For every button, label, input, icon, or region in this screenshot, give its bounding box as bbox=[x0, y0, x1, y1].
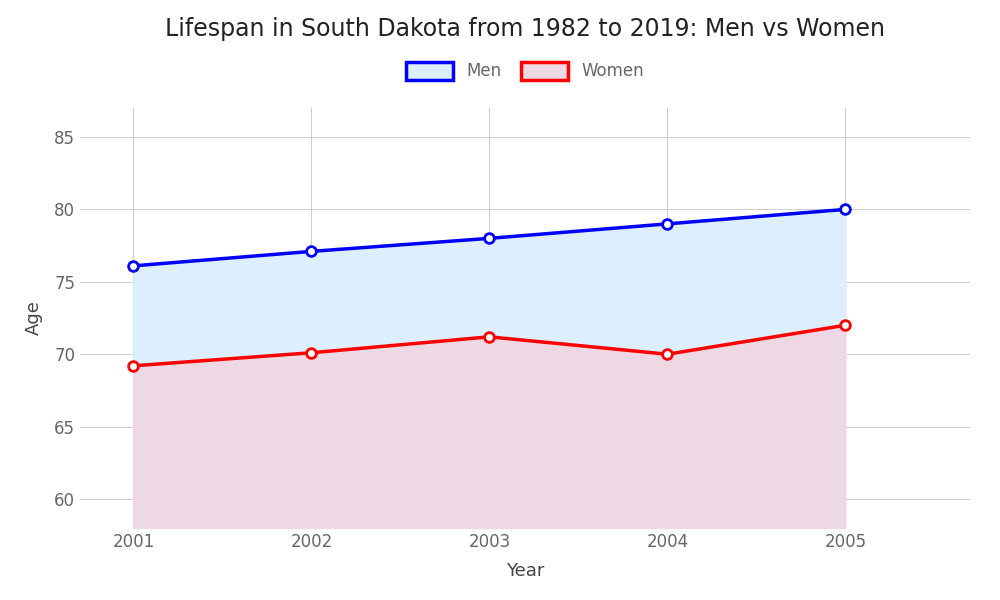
Legend: Men, Women: Men, Women bbox=[406, 62, 644, 80]
X-axis label: Year: Year bbox=[506, 562, 544, 580]
Y-axis label: Age: Age bbox=[25, 301, 43, 335]
Title: Lifespan in South Dakota from 1982 to 2019: Men vs Women: Lifespan in South Dakota from 1982 to 20… bbox=[165, 17, 885, 41]
